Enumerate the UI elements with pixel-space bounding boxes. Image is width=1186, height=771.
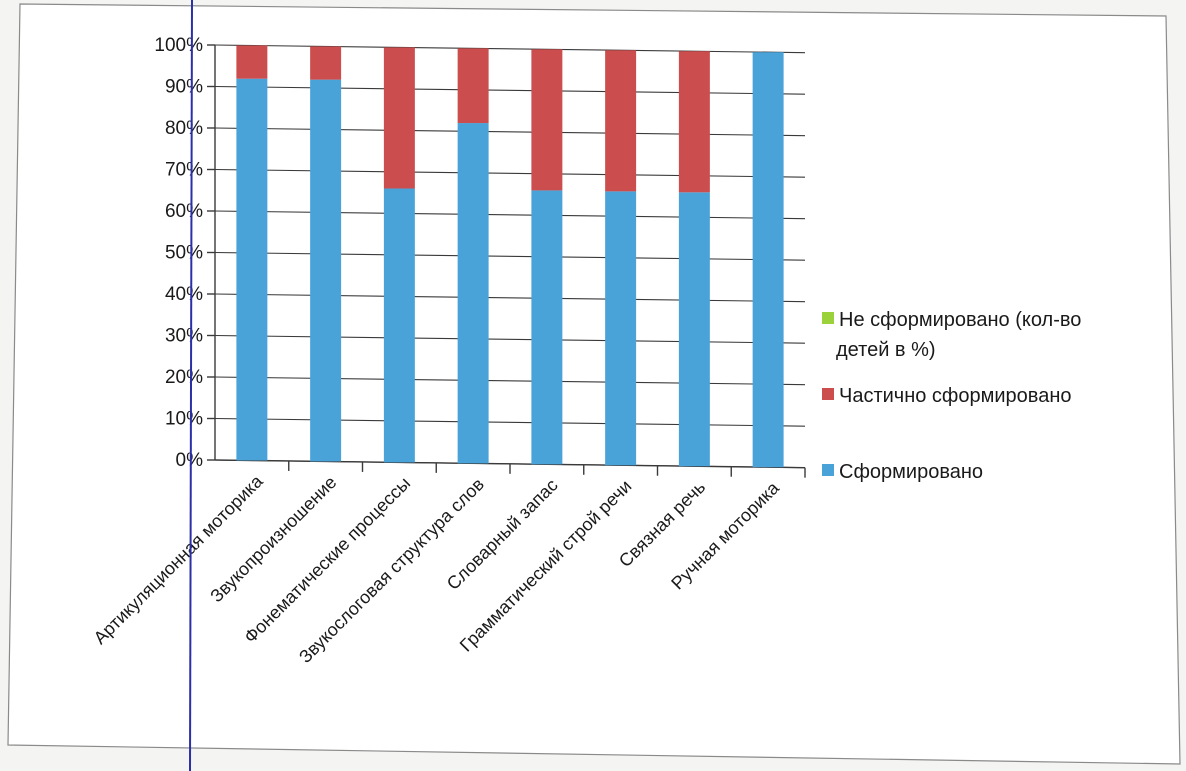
y-tick-label: 10% [165,409,203,430]
legend-swatch [822,464,834,476]
y-tick-label: 90% [165,77,203,98]
bar-segment [678,51,710,193]
bar-segment [383,47,415,189]
legend-swatch [822,388,834,400]
y-tick-label: 40% [165,284,203,305]
bar-segment [531,190,563,465]
y-tick-label: 30% [165,326,203,347]
bar-segment [310,79,342,462]
chart-legend: Не сформировано (кол-во детей в %) Частичн… [822,309,1081,483]
y-tick-label: 20% [165,367,203,388]
legend-label: Частично сформировано [839,385,1072,407]
legend-label: Сформировано [839,461,983,483]
bar-segment [678,192,710,467]
bar-segment [236,45,268,79]
bar-segment [752,52,784,468]
y-tick-label: 60% [165,201,203,222]
y-tick-label: 100% [154,35,203,56]
bar-segment [605,191,637,466]
y-tick-label: 70% [165,160,203,181]
chart-frame [7,3,1181,765]
legend-label: Не сформировано (кол-во [839,309,1081,331]
bar-segment [457,123,489,464]
bar-segment [310,46,342,80]
bar-segment [457,48,489,124]
y-tick-label: 50% [165,243,203,264]
bar-segment [605,50,637,192]
bar-segment [531,49,563,191]
y-tick-label: 0% [176,450,204,471]
page-margin-line [189,0,193,771]
y-tick-label: 80% [165,118,203,139]
bar-segment [236,78,268,461]
legend-label: детей в %) [836,339,936,361]
legend-swatch [822,312,834,324]
bar-segment [383,188,415,463]
